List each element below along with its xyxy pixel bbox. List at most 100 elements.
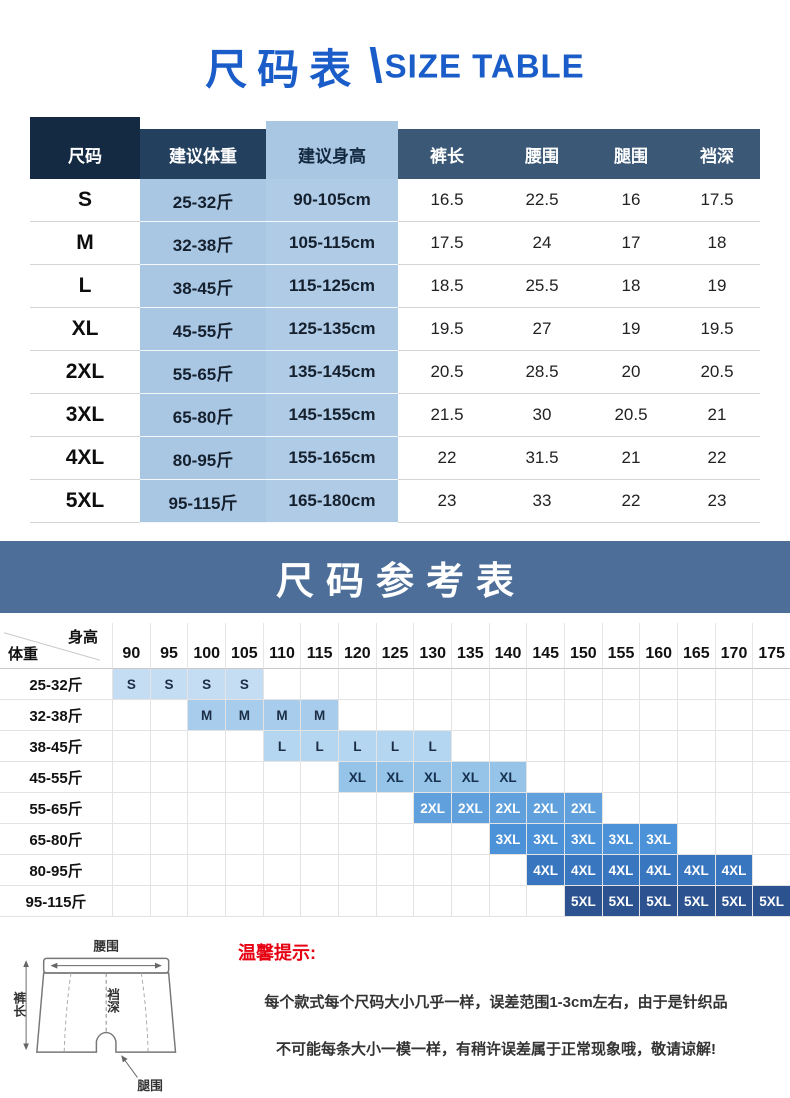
size-table-cell-length: 19.5 (398, 308, 496, 351)
size-table-cell-weight: 38-45斤 (140, 265, 266, 308)
size-table-cell-waist: 25.5 (496, 265, 588, 308)
matrix-row-label: 95-115斤 (0, 886, 112, 917)
matrix-cell (601, 793, 640, 824)
matrix-cell-M: M (225, 700, 263, 731)
size-table-header-1: 建议体重 (140, 129, 266, 179)
matrix-cell (564, 700, 602, 731)
matrix-cell (677, 731, 715, 762)
matrix-cell-L: L (375, 731, 414, 762)
size-table-cell-waist: 30 (496, 394, 588, 437)
matrix-cell (375, 886, 414, 917)
boxer-shorts-drawing: 腰围 裤长 裆深 腿围 (11, 940, 177, 1093)
matrix-cell (262, 886, 301, 917)
reference-banner: 尺码参考表 (0, 541, 790, 613)
matrix-cell (451, 855, 489, 886)
size-table-cell-waist: 22.5 (496, 179, 588, 222)
matrix-cell-S: S (112, 669, 150, 700)
size-table-cell-height: 145-155cm (266, 394, 398, 437)
bottom-section: 腰围 裤长 裆深 腿围 温馨提示: 每个款式每个尺码大小几乎一样，误差范围1-3… (0, 931, 790, 1098)
matrix-cell (149, 731, 188, 762)
size-table-cell-height: 125-135cm (266, 308, 398, 351)
matrix-cell (564, 731, 602, 762)
size-table-cell-leg: 16 (588, 179, 674, 222)
matrix-cell-L: L (300, 731, 338, 762)
matrix-cell (526, 886, 564, 917)
matrix-cell (413, 886, 451, 917)
size-table-cell-weight: 65-80斤 (140, 394, 266, 437)
matrix-cell (601, 669, 640, 700)
size-table-cell-crotch: 19.5 (674, 308, 760, 351)
matrix-cell-4XL: 4XL (677, 855, 715, 886)
size-table-cell-size: M (30, 222, 140, 265)
matrix-cell (338, 855, 376, 886)
matrix-cell-2XL: 2XL (526, 793, 564, 824)
matrix-cell (488, 731, 527, 762)
matrix-row-label: 25-32斤 (0, 669, 112, 700)
matrix-cell (488, 700, 527, 731)
size-table-cell-leg: 19 (588, 308, 674, 351)
matrix-cell (112, 886, 150, 917)
matrix-column-header: 120 (338, 623, 376, 669)
size-reference-matrix: 身高 体重 90 95 100 105 110 115 120 125 130 135 140 145 15… (0, 623, 790, 917)
matrix-cell (526, 731, 564, 762)
tips-block: 温馨提示: 每个款式每个尺码大小几乎一样，误差范围1-3cm左右，由于是针织品 … (222, 931, 782, 1098)
size-table-header-6: 裆深 (674, 129, 760, 179)
matrix-cell (112, 855, 150, 886)
matrix-cell (714, 793, 753, 824)
matrix-column-header: 130 (413, 623, 451, 669)
matrix-cell (375, 700, 414, 731)
crotch-label: 裆深 (105, 987, 119, 1015)
size-table-header-4: 腰围 (496, 129, 588, 179)
matrix-cell-5XL: 5XL (564, 886, 602, 917)
matrix-cell-3XL: 3XL (488, 824, 527, 855)
size-table-cell-leg: 22 (588, 480, 674, 523)
size-table-cell-waist: 28.5 (496, 351, 588, 394)
matrix-cell (300, 669, 338, 700)
matrix-cell (375, 793, 414, 824)
matrix-cell (112, 824, 150, 855)
matrix-cell (338, 886, 376, 917)
matrix-cell (714, 669, 753, 700)
matrix-cell (225, 762, 263, 793)
matrix-cell-3XL: 3XL (526, 824, 564, 855)
size-table-cell-length: 23 (398, 480, 496, 523)
tips-title: 温馨提示: (238, 943, 316, 963)
matrix-cell (112, 762, 150, 793)
matrix-cell-XL: XL (451, 762, 489, 793)
matrix-cell (451, 731, 489, 762)
matrix-cell (714, 731, 753, 762)
length-label: 裤长 (11, 991, 25, 1019)
matrix-cell-5XL: 5XL (639, 886, 677, 917)
matrix-cell (451, 824, 489, 855)
matrix-cell (601, 700, 640, 731)
matrix-cell (262, 855, 301, 886)
matrix-cell (752, 669, 790, 700)
matrix-cell (112, 793, 150, 824)
matrix-cell (564, 762, 602, 793)
matrix-cell (149, 824, 188, 855)
matrix-cell (677, 700, 715, 731)
matrix-column-header: 175 (752, 623, 790, 669)
matrix-cell (112, 700, 150, 731)
matrix-row-label: 80-95斤 (0, 855, 112, 886)
matrix-cell (413, 824, 451, 855)
matrix-row-label: 45-55斤 (0, 762, 112, 793)
matrix-row-label: 65-80斤 (0, 824, 112, 855)
matrix-column-header: 155 (601, 623, 640, 669)
size-table-cell-height: 155-165cm (266, 437, 398, 480)
size-table-cell-size: L (30, 265, 140, 308)
matrix-cell-2XL: 2XL (564, 793, 602, 824)
shorts-outline (36, 972, 177, 1053)
matrix-column-header: 135 (451, 623, 489, 669)
size-table-cell-weight: 95-115斤 (140, 480, 266, 523)
matrix-column-header: 145 (526, 623, 564, 669)
matrix-cell-XL: XL (338, 762, 376, 793)
size-table-cell-waist: 33 (496, 480, 588, 523)
matrix-cell (300, 793, 338, 824)
matrix-cell (187, 762, 225, 793)
matrix-cell (488, 669, 527, 700)
size-table-cell-crotch: 21 (674, 394, 760, 437)
matrix-cell (677, 793, 715, 824)
matrix-cell-L: L (262, 731, 301, 762)
size-table-cell-weight: 55-65斤 (140, 351, 266, 394)
